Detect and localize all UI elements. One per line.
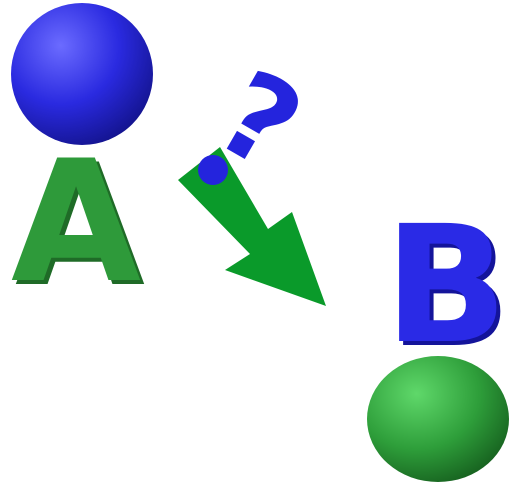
letter-b: B [384,192,507,380]
letter-a: A [11,124,141,320]
node-b: B B [367,192,512,482]
green-arrow [178,147,326,306]
connector: ? [178,43,326,306]
node-a: A A [11,3,153,324]
green-sphere [367,356,509,482]
blue-sphere [11,3,153,145]
question-dot [198,155,228,185]
letter-b-shadow: B [388,196,511,384]
letter-a-shadow: A [15,128,145,324]
